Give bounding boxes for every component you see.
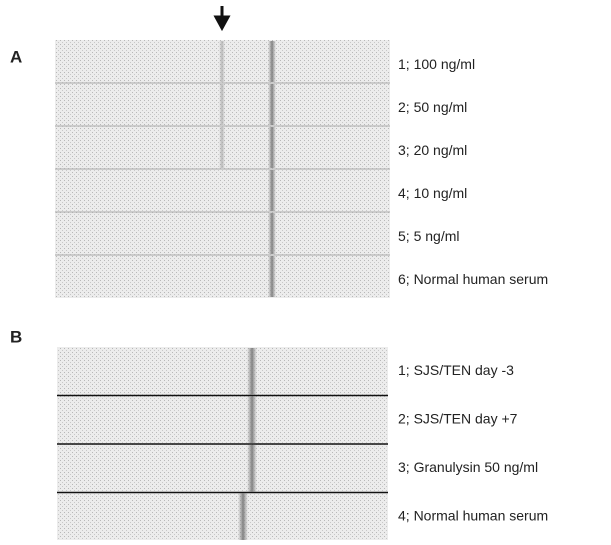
panel-label: A <box>10 47 22 66</box>
row-label: 4; Normal human serum <box>398 507 548 523</box>
row-label: 2; SJS/TEN day +7 <box>398 410 518 426</box>
strip-band <box>219 41 225 82</box>
row-label: 5; 5 ng/ml <box>398 228 459 244</box>
arrow <box>216 6 228 28</box>
strip-band <box>219 127 225 168</box>
panel-label: B <box>10 327 22 346</box>
strip-band <box>238 494 248 541</box>
strip-band <box>247 445 257 492</box>
strip-band <box>247 348 257 395</box>
row-label: 1; SJS/TEN day -3 <box>398 362 514 378</box>
strip-band <box>268 127 276 168</box>
row-label: 3; 20 ng/ml <box>398 142 467 158</box>
row-label: 4; 10 ng/ml <box>398 185 467 201</box>
strip-band <box>268 170 276 211</box>
strip-band <box>268 84 276 125</box>
strip-band <box>268 256 276 297</box>
row-label: 1; 100 ng/ml <box>398 56 475 72</box>
strip-band <box>219 84 225 125</box>
strip-band <box>268 41 276 82</box>
page: A 1; 100 ng/ml 2; 50 ng/ml 3; 20 ng/ml 4; 10… <box>0 0 611 540</box>
figure: A 1; 100 ng/ml 2; 50 ng/ml 3; 20 ng/ml 4; 10… <box>0 0 611 540</box>
row-label: 6; Normal human serum <box>398 271 548 287</box>
strip-band <box>247 397 257 444</box>
row-label: 2; 50 ng/ml <box>398 99 467 115</box>
strip-band <box>268 213 276 254</box>
row-label: 3; Granulysin 50 ng/ml <box>398 459 538 475</box>
